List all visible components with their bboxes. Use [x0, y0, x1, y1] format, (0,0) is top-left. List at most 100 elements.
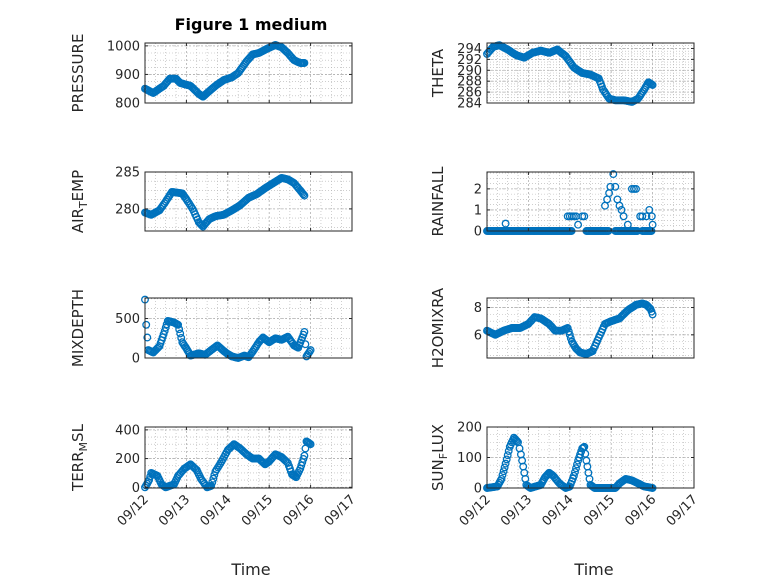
y-tick-label: 200 [457, 421, 482, 436]
data-point [611, 182, 620, 191]
figure-title: Figure 1 medium [175, 15, 328, 34]
data-point [143, 333, 152, 342]
subplot-rainfall: 0 1 2 RAINFALL [429, 166, 695, 240]
data-point [161, 323, 170, 332]
data-point [159, 330, 168, 339]
data-point [574, 220, 583, 229]
y-axis-label: AIRTEMP [69, 170, 90, 233]
y-tick-label: 0 [474, 225, 482, 240]
data-point [498, 471, 507, 479]
data-point [306, 440, 315, 449]
data-point [623, 220, 632, 229]
data-point [174, 320, 183, 329]
data-point [645, 205, 654, 214]
y-tick-label: 2 [474, 182, 482, 197]
data-point [208, 478, 217, 487]
y-tick-label: 1 [474, 203, 482, 218]
data-point [642, 212, 651, 221]
data-point [207, 481, 216, 490]
data-point [571, 468, 579, 476]
data-point [209, 474, 218, 483]
data-point [647, 212, 656, 221]
axes-box [144, 297, 353, 359]
data-point [142, 320, 151, 329]
data-point [299, 190, 308, 199]
data-point [300, 451, 309, 460]
subplot-air-temp: 280 285 AIRTEMP [69, 166, 353, 233]
data-point [300, 327, 309, 336]
axes-box [486, 297, 695, 359]
data-point [580, 212, 589, 221]
data-point [281, 456, 290, 465]
y-tick-label: 292 [457, 53, 482, 68]
y-axis-label: THETA [429, 48, 447, 98]
data-point [154, 343, 163, 352]
data-point [648, 81, 657, 89]
data-point [648, 310, 657, 319]
y-axis-label: RAINFALL [429, 166, 447, 237]
y-tick-label: 8 [474, 301, 482, 316]
data-point [638, 212, 647, 221]
y-tick-label: 900 [115, 68, 140, 83]
data-point [162, 195, 171, 204]
data-point [503, 451, 512, 460]
data-point [501, 459, 510, 468]
y-tick-label: 294 [457, 42, 482, 57]
y-axis-label: TERRMSL [69, 423, 90, 492]
data-point [145, 476, 154, 485]
data-point [500, 463, 509, 472]
data-point [176, 329, 185, 338]
data-point [573, 460, 581, 469]
y-tick-label: 286 [457, 86, 482, 101]
y-tick-label: 290 [457, 64, 482, 79]
data-point [499, 467, 508, 476]
subplot-h2omixra: 6 8 H2OMIXRA [429, 287, 695, 368]
data-point [566, 334, 575, 343]
data-point [609, 170, 618, 179]
y-tick-label: 1000 [107, 39, 140, 54]
data-point [563, 324, 572, 332]
y-tick-label: 6 [474, 328, 482, 343]
y-axis-label: PRESSURE [69, 34, 87, 113]
x-axis-label-right: Time [573, 560, 613, 579]
y-tick-label: 500 [115, 312, 140, 327]
data-point [512, 436, 520, 444]
axes-box [144, 42, 353, 104]
y-tick-label: 0 [474, 482, 482, 497]
data-point [153, 344, 161, 353]
axes-background [487, 172, 694, 231]
y-tick-label: 0 [132, 352, 140, 367]
subplot-pressure: 800 900 1000 PRESSURE [69, 34, 353, 113]
data-point [513, 437, 521, 446]
y-axis-label: MIXDEPTH [69, 289, 87, 367]
data-point [565, 330, 574, 339]
data-point [502, 455, 511, 464]
data-point [300, 59, 309, 67]
data-point [615, 201, 624, 210]
data-point [300, 191, 309, 200]
y-tick-label: 280 [115, 202, 140, 217]
y-tick-label: 200 [115, 452, 140, 467]
axes-box [144, 171, 353, 232]
data-point [306, 346, 315, 355]
data-point [282, 457, 291, 466]
data-point [501, 219, 510, 228]
axes-box [144, 426, 353, 489]
y-axis-label: H2OMIXRA [429, 287, 447, 368]
data-point [572, 464, 580, 473]
y-tick-label: 100 [457, 451, 482, 466]
data-point [301, 340, 310, 349]
data-point [564, 327, 573, 336]
data-point [497, 474, 506, 483]
y-tick-label: 400 [115, 423, 140, 438]
data-point [619, 212, 628, 221]
axes-box [486, 171, 695, 232]
subplot-mixdepth: 0 500 MIXDEPTH [69, 289, 353, 367]
y-tick-label: 285 [115, 166, 140, 181]
x-axis-label-left: Time [230, 560, 270, 579]
y-tick-label: 0 [132, 481, 140, 496]
y-tick-label: 800 [115, 97, 140, 112]
data-point [632, 184, 640, 193]
